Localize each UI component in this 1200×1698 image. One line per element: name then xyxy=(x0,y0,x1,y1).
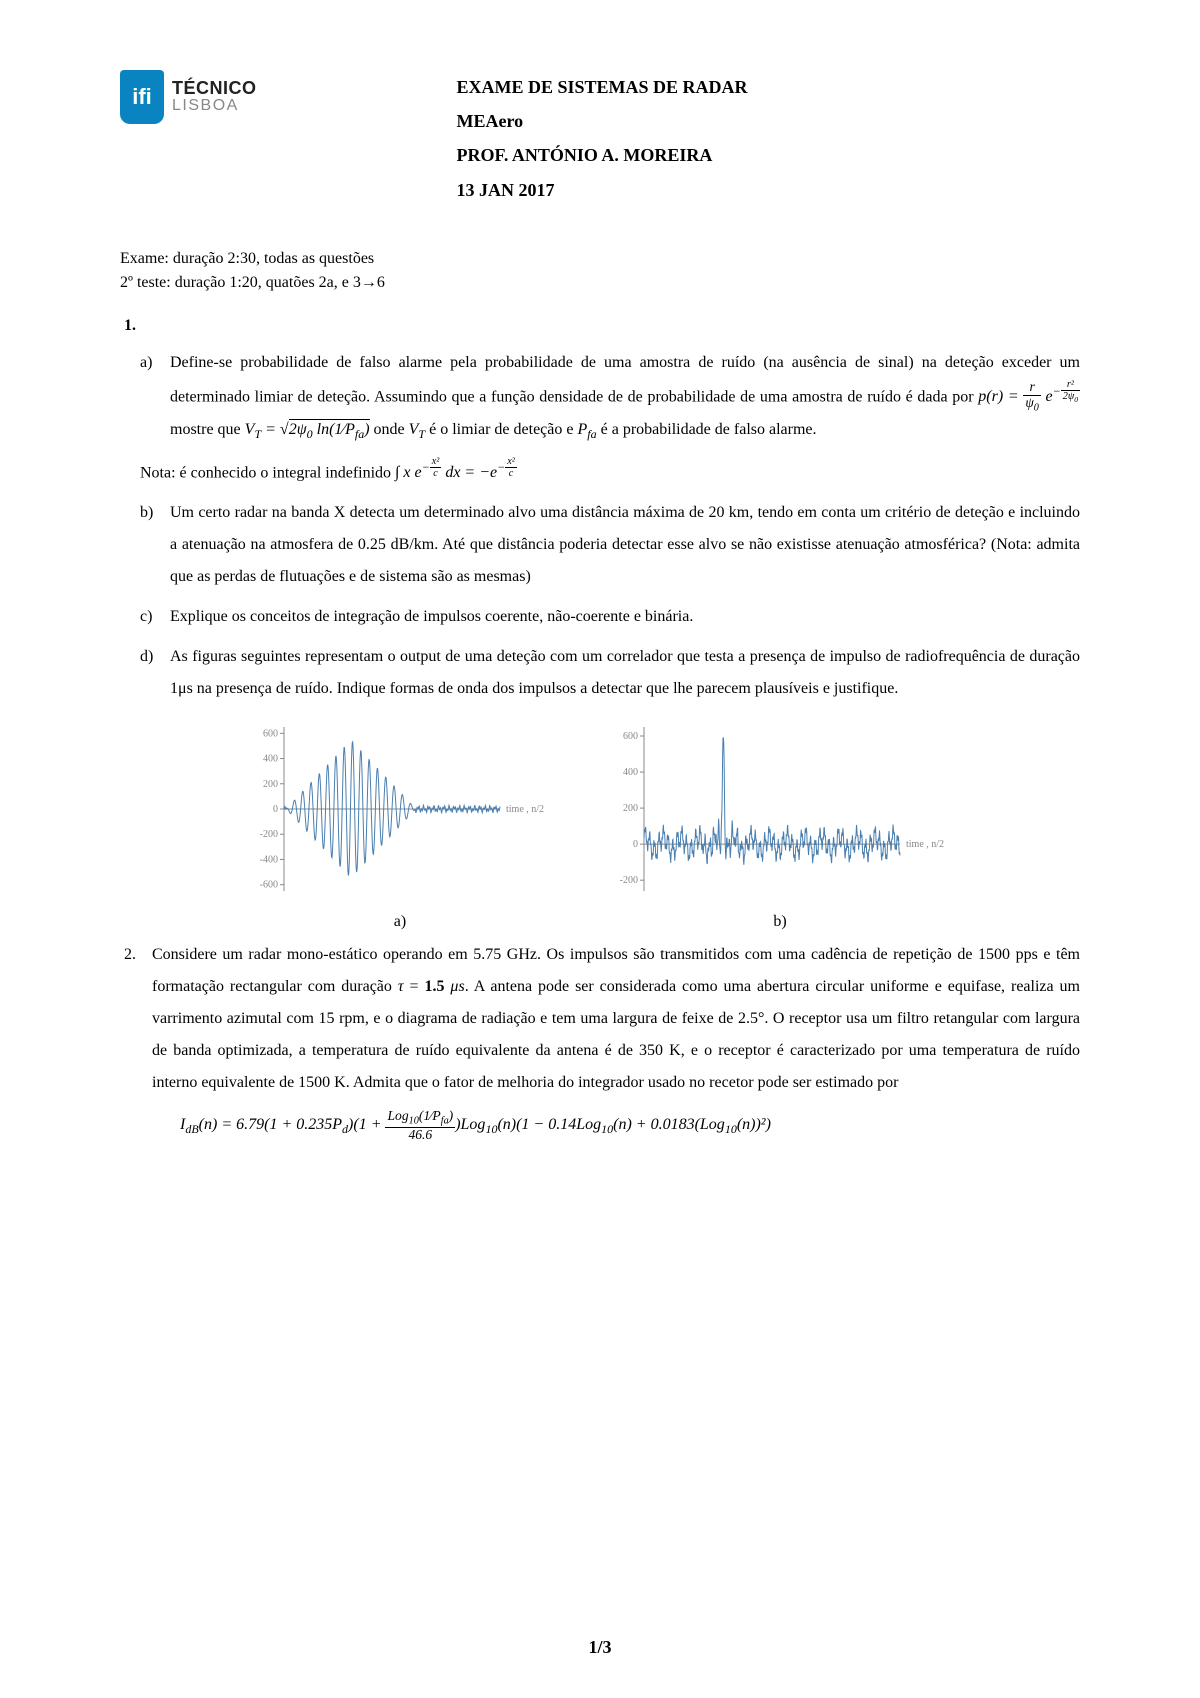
figure-a-wrap: -600 -400 -200 0 200 400 600 time , n/2 a) xyxy=(250,719,550,931)
svg-text:-400: -400 xyxy=(260,854,278,865)
svg-text:400: 400 xyxy=(263,753,278,764)
svg-text:200: 200 xyxy=(263,779,278,790)
svg-text:0: 0 xyxy=(273,804,278,815)
svg-text:-200: -200 xyxy=(260,829,278,840)
q1a-text-lead: Define-se probabilidade de falso alarme … xyxy=(170,354,1080,405)
q1a-text-tail: onde VT é o limiar de deteção e Pfa é a … xyxy=(374,421,817,438)
q1-item-b: Um certo radar na banda X detecta um det… xyxy=(170,497,1080,593)
question-1-number: 1. xyxy=(124,317,1080,335)
q1-item-c: Explique os conceitos de integração de i… xyxy=(170,601,1080,633)
logo-line1: TÉCNICO xyxy=(172,79,257,98)
page-number: 1/3 xyxy=(0,1637,1200,1658)
figures-row: -600 -400 -200 0 200 400 600 time , n/2 a) -200… xyxy=(120,719,1080,931)
svg-text:0: 0 xyxy=(633,839,638,850)
figure-b-wrap: -200 0 200 400 600 time , n/2 b) xyxy=(610,719,950,931)
professor: PROF. ANTÓNIO A. MOREIRA xyxy=(457,138,748,172)
logo-badge: ifi xyxy=(120,70,164,124)
svg-text:-600: -600 xyxy=(260,880,278,891)
title-block: EXAME DE SISTEMAS DE RADAR MEAero PROF. … xyxy=(457,70,748,207)
question-2: 2. Considere um radar mono-estático oper… xyxy=(152,939,1080,1099)
institution-logo: ifi TÉCNICO LISBOA xyxy=(120,70,257,124)
intro-line-2: 2º teste: duração 1:20, quatões 2a, e 3→… xyxy=(120,271,1080,295)
nota-text: Nota: é conhecido o integral indefinido xyxy=(140,464,395,481)
svg-text:200: 200 xyxy=(623,803,638,814)
nota-integral: ∫ x e−x²c dx = −e−x²c xyxy=(395,464,517,481)
header: ifi TÉCNICO LISBOA EXAME DE SISTEMAS DE … xyxy=(120,70,1080,207)
question-2-number: 2. xyxy=(124,939,136,971)
intro-line-1: Exame: duração 2:30, todas as questões xyxy=(120,247,1080,271)
q1a-formula-vt: VT = √2ψ0 ln(1⁄Pfa) xyxy=(245,421,370,438)
logo-text: TÉCNICO LISBOA xyxy=(172,79,257,115)
exam-date: 13 JAN 2017 xyxy=(457,173,748,207)
q1-nota: Nota: é conhecido o integral indefinido … xyxy=(140,455,1080,489)
question-1-items-rest: Um certo radar na banda X detecta um det… xyxy=(120,497,1080,705)
svg-text:time , n/2: time , n/2 xyxy=(906,839,944,850)
integrator-equation: IdB(n) = 6.79(1 + 0.235Pd)(1 + Log10(1⁄P… xyxy=(180,1109,1080,1143)
svg-text:time , n/2: time , n/2 xyxy=(506,804,544,815)
question-1-items: Define-se probabilidade de falso alarme … xyxy=(120,347,1080,447)
q2-text: Considere um radar mono-estático operand… xyxy=(152,946,1080,1091)
chart-b: -200 0 200 400 600 time , n/2 xyxy=(610,719,950,909)
svg-text:600: 600 xyxy=(623,731,638,742)
q1-item-a: Define-se probabilidade de falso alarme … xyxy=(170,347,1080,447)
figure-b-label: b) xyxy=(610,913,950,931)
svg-text:600: 600 xyxy=(263,728,278,739)
intro-block: Exame: duração 2:30, todas as questões 2… xyxy=(120,247,1080,295)
svg-text:-200: -200 xyxy=(620,875,638,886)
exam-title: EXAME DE SISTEMAS DE RADAR xyxy=(457,70,748,104)
program: MEAero xyxy=(457,104,748,138)
q1-item-d: As figuras seguintes representam o outpu… xyxy=(170,641,1080,705)
q1a-text-mid: mostre que xyxy=(170,421,245,438)
logo-line2: LISBOA xyxy=(172,98,257,115)
q1a-formula-p: p(r) = rψ0 e−r²2ψ0 xyxy=(978,388,1080,405)
chart-a: -600 -400 -200 0 200 400 600 time , n/2 xyxy=(250,719,550,909)
svg-text:400: 400 xyxy=(623,767,638,778)
figure-a-label: a) xyxy=(250,913,550,931)
